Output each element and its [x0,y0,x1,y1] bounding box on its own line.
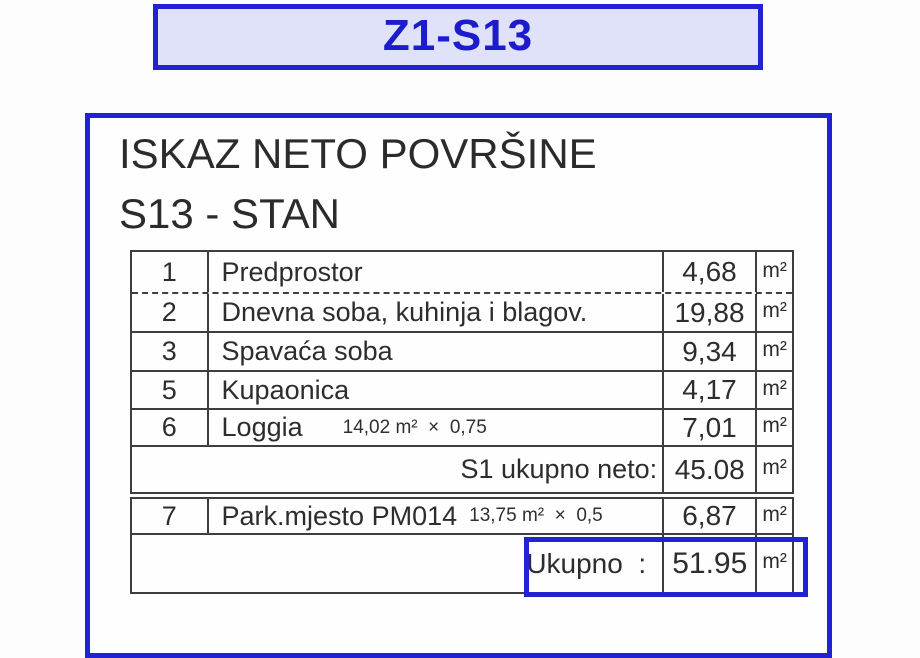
room-name-cell: Loggia 14,02 m² × 0,75 [206,410,662,445]
row-number-cell: 2 [161,297,177,327]
room-name-cell: Dnevna soba, kuhinja i blagov. [206,294,662,331]
room-name-label: Loggia [221,412,303,442]
panel-subtitle: S13 - STAN [119,190,340,237]
area-calculation-note: 14,02 m² × 0,75 [342,416,487,438]
room-area-table: 1 Predprostor 4,68 m² 2 Dnevna soba, kuh… [130,250,794,494]
apartment-code-label: Z1-S13 [382,11,534,60]
total-label-cell: Ukupno : [526,547,647,579]
table-row: 1 Predprostor 4,68 m² [132,252,792,292]
unit-cell: m² [755,252,792,292]
area-value-cell: 4,68 [661,252,755,292]
row-number-cell: 3 [161,336,177,366]
room-name-cell: Predprostor [206,252,662,292]
room-name-cell: Kupaonica [206,372,662,408]
row-number-cell: 7 [161,500,177,531]
unit-cell: m² [755,410,792,445]
unit-cell: m² [755,447,792,492]
table-row: 3 Spavaća soba 9,34 m² [132,331,792,370]
room-name-cell: Park.mjesto PM014 13,75 m² × 0,5 [206,499,662,533]
subtotal-row: S1 ukupno neto: 45.08 m² [132,445,792,492]
total-row: Ukupno : 51.95 m² [132,533,792,592]
area-calculation-note: 13,75 m² × 0,5 [469,505,603,526]
area-value-cell: 4,17 [661,372,755,408]
panel-title: ISKAZ NETO POVRŠINE [119,130,597,177]
area-value-cell: 6,87 [661,499,755,533]
row-number-cell: 6 [161,412,177,442]
net-area-panel: ISKAZ NETO POVRŠINE S13 - STAN 1 Predpro… [85,113,832,658]
table-row: 5 Kupaonica 4,17 m² [132,370,792,408]
parking-total-table: 7 Park.mjesto PM014 13,75 m² × 0,5 6,87 … [130,497,794,594]
unit-cell: m² [755,294,792,331]
area-value-cell: 9,34 [661,333,755,370]
subtotal-label-cell: S1 ukupno neto: [460,454,658,484]
row-number-cell: 1 [161,256,177,287]
unit-cell: m² [755,333,792,370]
unit-cell: m² [755,372,792,408]
row-number-cell: 5 [161,374,177,405]
room-name-cell: Spavaća soba [206,333,662,370]
total-value-cell: 51.95 [662,535,755,592]
area-value-cell: 7,01 [661,410,755,445]
unit-cell: m² [755,499,792,533]
table-row: 6 Loggia 14,02 m² × 0,75 7,01 m² [132,408,792,445]
subtotal-value-cell: 45.08 [662,447,755,492]
table-row: 7 Park.mjesto PM014 13,75 m² × 0,5 6,87 … [132,499,792,533]
apartment-code-banner: Z1-S13 [153,4,763,70]
room-name-label: Park.mjesto PM014 [221,500,458,531]
table-row: 2 Dnevna soba, kuhinja i blagov. 19,88 m… [132,292,792,331]
unit-cell: m² [755,535,792,592]
area-value-cell: 19,88 [661,294,755,331]
